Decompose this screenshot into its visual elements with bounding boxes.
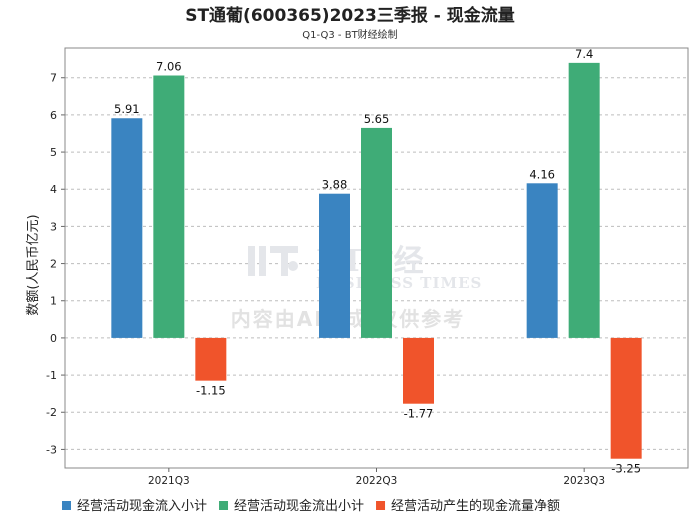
data-label: 4.16 bbox=[529, 167, 555, 181]
bar bbox=[361, 127, 392, 338]
bar bbox=[526, 183, 558, 338]
chart-title: ST通葡(600365)2023三季报 - 现金流量 bbox=[185, 5, 515, 26]
data-label: -1.77 bbox=[404, 407, 434, 421]
bar bbox=[111, 118, 143, 338]
data-label: 5.65 bbox=[364, 112, 390, 126]
legend: 经营活动现金流入小计 经营活动现金流出小计 经营活动产生的现金流量净额 bbox=[62, 498, 560, 514]
bars bbox=[111, 62, 642, 459]
axes: -3 -2 -1 0 1 2 3 4 5 6 7 2021Q3 2022Q3 2023Q3 bbox=[46, 47, 689, 487]
x-tick-label: 2023Q3 bbox=[563, 475, 605, 487]
bar bbox=[568, 62, 600, 338]
y-axis-label: 数额(人民币亿元) bbox=[26, 214, 41, 315]
legend-label: 经营活动现金流出小计 bbox=[234, 498, 364, 514]
watermark-logo-icon bbox=[248, 246, 298, 276]
legend-swatch bbox=[62, 501, 71, 510]
bar bbox=[610, 337, 642, 459]
y-tick-label: 7 bbox=[50, 72, 57, 85]
data-label: -3.25 bbox=[611, 462, 641, 476]
watermark-sub: BUSINESS TIMES bbox=[316, 274, 482, 292]
y-tick-label: 5 bbox=[50, 146, 57, 159]
bar bbox=[319, 193, 350, 338]
y-tick-label: -2 bbox=[46, 406, 57, 419]
y-tick-label: 2 bbox=[50, 258, 57, 271]
y-tick-label: -1 bbox=[46, 369, 57, 382]
chart-subtitle: Q1-Q3 - BT财经绘制 bbox=[302, 28, 397, 41]
y-tick-label: 6 bbox=[50, 109, 57, 122]
legend-swatch bbox=[219, 501, 229, 510]
data-label: 5.91 bbox=[114, 102, 140, 116]
bar bbox=[153, 75, 185, 338]
y-tick-label: 0 bbox=[50, 332, 57, 345]
legend-label: 经营活动产生的现金流量净额 bbox=[391, 498, 560, 514]
y-tick-label: 4 bbox=[50, 183, 57, 196]
legend-label: 经营活动现金流入小计 bbox=[77, 498, 207, 514]
data-label: 3.88 bbox=[322, 178, 348, 192]
legend-swatch bbox=[376, 501, 386, 510]
data-label: 7.4 bbox=[575, 47, 593, 61]
y-tick-label: -3 bbox=[46, 443, 57, 456]
data-label: 7.06 bbox=[156, 60, 182, 74]
x-tick-label: 2021Q3 bbox=[148, 475, 190, 487]
bar bbox=[403, 337, 434, 404]
y-tick-label: 3 bbox=[50, 220, 57, 233]
x-tick-label: 2022Q3 bbox=[356, 475, 398, 487]
bar bbox=[195, 337, 227, 381]
data-label: -1.15 bbox=[196, 384, 226, 398]
y-tick-label: 1 bbox=[50, 295, 57, 308]
watermark: BT财经 BUSINESS TIMES 内容由AI生成,仅供参考 bbox=[231, 244, 482, 331]
data-labels: 5.91 7.06 -1.15 3.88 5.65 -1.77 4.16 7.4 -3.25 bbox=[114, 47, 641, 476]
